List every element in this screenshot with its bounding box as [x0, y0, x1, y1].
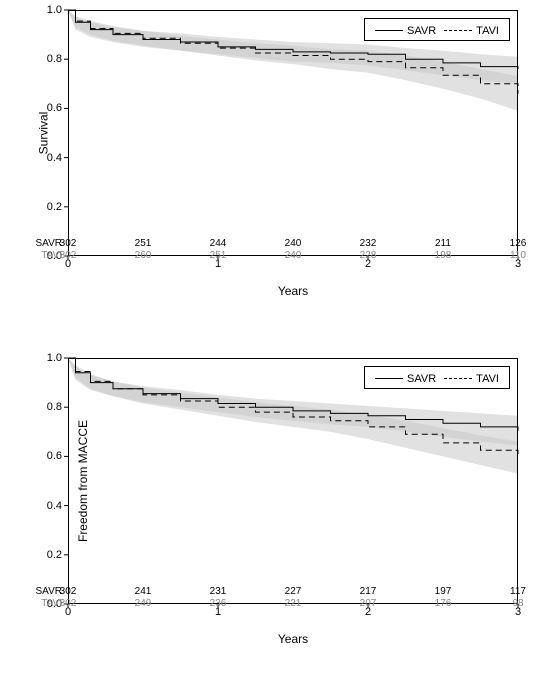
risk-value: 207 [360, 598, 377, 609]
risk-value: 110 [510, 250, 526, 261]
macce-svg [68, 358, 518, 604]
risk-row-label-savr: SAVR [22, 586, 62, 597]
risk-value: 126 [510, 238, 527, 249]
risk-value: 221 [285, 598, 302, 609]
legend-top: SAVR TAVI [364, 18, 510, 41]
ytick-label: 0.8 [32, 401, 62, 413]
risk-value: 227 [285, 586, 302, 597]
risk-value: 198 [435, 250, 452, 261]
legend-item-tavi: TAVI [444, 25, 499, 37]
legend-label: TAVI [476, 25, 499, 37]
risk-value: 236 [210, 598, 227, 609]
legend-bottom: SAVR TAVI [364, 366, 510, 389]
ytick-label: 1.0 [32, 4, 62, 16]
risk-row-label-tavi: TAVI [22, 250, 62, 261]
legend-line-icon [444, 378, 472, 379]
risk-value: 228 [360, 250, 377, 261]
survival-svg [68, 10, 518, 256]
risk-value: 251 [135, 238, 152, 249]
legend-line-icon [444, 30, 472, 31]
ytick-label: 0.2 [32, 549, 62, 561]
legend-label: SAVR [407, 373, 436, 385]
ytick-label: 0.6 [32, 102, 62, 114]
xlabel-bottom: Years [68, 632, 518, 646]
risk-value: 98 [512, 598, 523, 609]
risk-value: 251 [210, 250, 227, 261]
legend-line-icon [375, 30, 403, 31]
legend-item-savr: SAVR [375, 25, 436, 37]
legend-item-tavi: TAVI [444, 373, 499, 385]
ytick-label: 0.4 [32, 152, 62, 164]
legend-line-icon [375, 378, 403, 379]
risk-value: 249 [135, 598, 152, 609]
risk-value: 302 [60, 598, 77, 609]
ytick-label: 1.0 [32, 352, 62, 364]
ytick-label: 0.4 [32, 500, 62, 512]
risk-row-label-tavi: TAVI [22, 598, 62, 609]
legend-item-savr: SAVR [375, 373, 436, 385]
macce-plot: Freedom from MACCE Years SAVRTAVI 0.00.2… [68, 358, 518, 604]
risk-value: 240 [285, 250, 302, 261]
survival-plot: Survival Years SAVRTAVI 0.00.20.40.60.81… [68, 10, 518, 256]
ylabel-top: Survival [36, 112, 50, 155]
ylabel-bottom: Freedom from MACCE [76, 420, 90, 542]
risk-value: 232 [360, 238, 377, 249]
risk-value: 117 [510, 586, 526, 597]
risk-value: 241 [135, 586, 152, 597]
risk-value: 240 [285, 238, 302, 249]
risk-value: 302 [60, 250, 77, 261]
xlabel-top: Years [68, 284, 518, 298]
ytick-label: 0.6 [32, 450, 62, 462]
risk-row-label-savr: SAVR [22, 238, 62, 249]
risk-value: 302 [60, 238, 77, 249]
km-figure: Survival Years SAVRTAVI 0.00.20.40.60.81… [0, 0, 537, 692]
risk-value: 211 [435, 238, 451, 249]
ytick-label: 0.8 [32, 53, 62, 65]
risk-value: 217 [360, 586, 377, 597]
risk-value: 302 [60, 586, 77, 597]
risk-value: 260 [135, 250, 152, 261]
ytick-label: 0.2 [32, 201, 62, 213]
risk-value: 244 [210, 238, 227, 249]
risk-value: 176 [435, 598, 452, 609]
risk-value: 231 [210, 586, 227, 597]
legend-label: SAVR [407, 25, 436, 37]
legend-label: TAVI [476, 373, 499, 385]
risk-value: 197 [435, 586, 452, 597]
